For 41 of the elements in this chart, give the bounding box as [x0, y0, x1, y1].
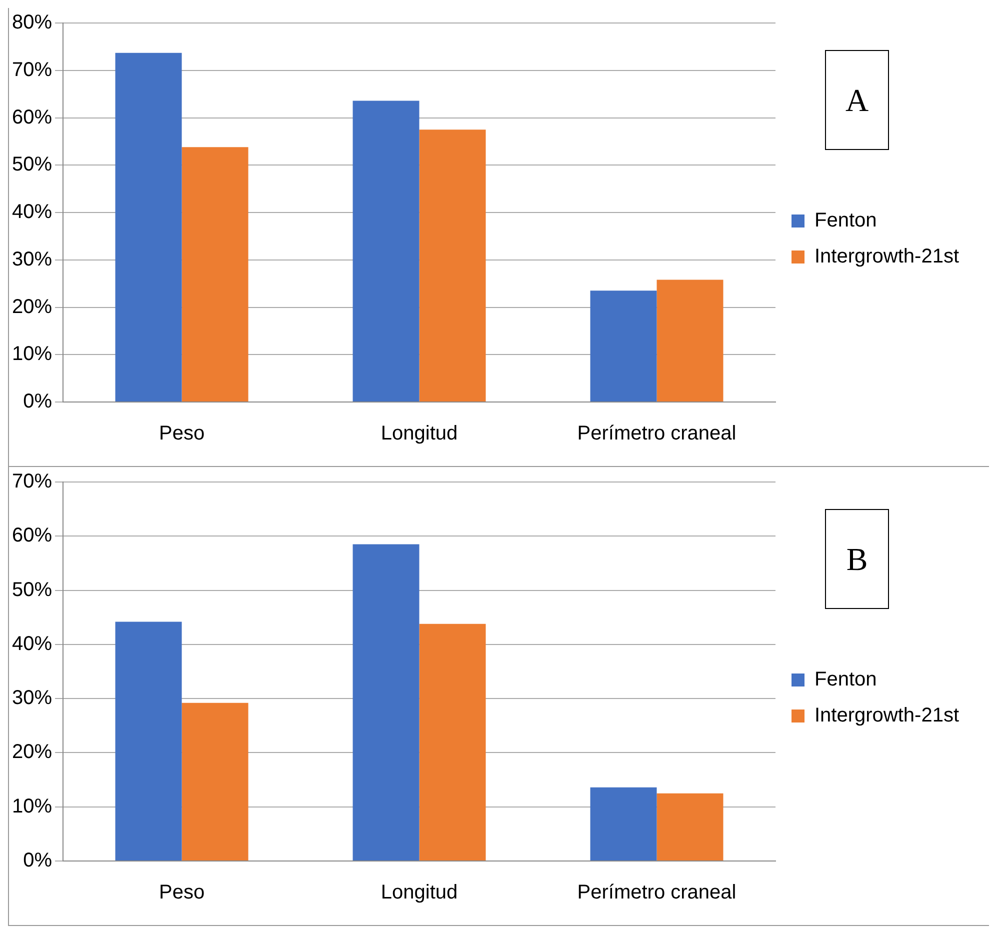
y-tick-label: 0%	[23, 850, 52, 872]
x-tick-label: Perímetro craneal	[577, 422, 736, 445]
x-tick-label: Peso	[158, 882, 205, 904]
y-tick-label: 50%	[12, 154, 52, 176]
y-tick-label: 10%	[12, 343, 52, 366]
text: B	[825, 509, 889, 609]
x-tick-label: Perímetro craneal	[577, 882, 736, 904]
bar	[352, 100, 420, 402]
legend-label: Fenton	[814, 210, 877, 232]
x-tick-label: Longitud	[380, 422, 458, 445]
y-tick-label: 10%	[12, 795, 52, 818]
bar	[419, 130, 486, 402]
bar	[115, 622, 182, 860]
y-tick-label: 70%	[12, 58, 52, 81]
y-tick-label: 70%	[12, 470, 52, 493]
bar	[656, 280, 724, 402]
x-tick-label: Peso	[158, 422, 205, 445]
y-tick-label: 30%	[12, 687, 52, 710]
y-tick-label: 40%	[12, 632, 52, 655]
text: A	[825, 50, 889, 150]
y-tick-label: 40%	[12, 201, 52, 224]
y-tick-label: 50%	[12, 578, 52, 601]
bar	[419, 624, 486, 860]
y-tick-label: 80%	[12, 12, 52, 34]
bar	[590, 290, 657, 402]
bar	[590, 787, 657, 860]
y-tick-label: 60%	[12, 106, 52, 128]
bar	[115, 52, 182, 402]
x-tick-label: Longitud	[380, 882, 458, 904]
bar	[182, 702, 248, 860]
legend-label: Intergrowth-21st	[814, 704, 960, 727]
bar	[656, 793, 724, 860]
y-tick-label: 20%	[12, 296, 52, 318]
legend-label: Intergrowth-21st	[814, 246, 960, 268]
bar	[182, 147, 248, 402]
legend-label: Fenton	[814, 668, 877, 691]
y-tick-label: 20%	[12, 741, 52, 764]
y-tick-label: 30%	[12, 248, 52, 270]
y-tick-label: 60%	[12, 524, 52, 547]
bar	[352, 544, 420, 860]
y-tick-label: 0%	[23, 390, 52, 413]
